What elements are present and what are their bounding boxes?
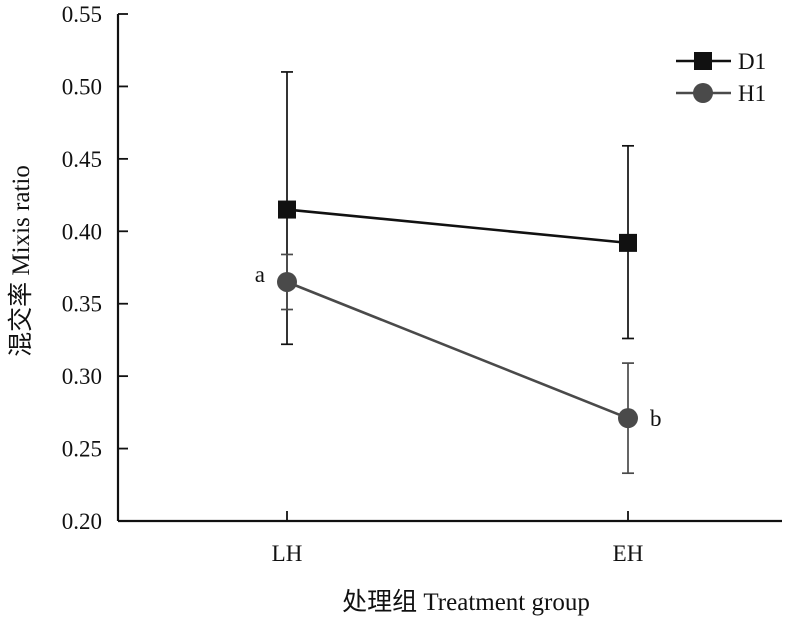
y-tick-label: 0.30	[62, 364, 102, 389]
y-tick-label: 0.50	[62, 74, 102, 99]
y-tick-label: 0.45	[62, 147, 102, 172]
x-axis-label: 处理组 Treatment group	[342, 588, 590, 616]
significance-label: a	[255, 262, 265, 287]
legend-marker-h1	[693, 83, 713, 103]
y-tick-label: 0.20	[62, 509, 102, 534]
y-tick-label: 0.40	[62, 219, 102, 244]
y-tick-label: 0.25	[62, 437, 102, 462]
legend-label-d1: D1	[738, 49, 766, 74]
series-line-d1	[286, 208, 629, 245]
legend-label-h1: H1	[738, 81, 766, 106]
series-layer	[277, 200, 638, 429]
y-tick-label: 0.55	[62, 2, 102, 27]
y-tick-label: 0.35	[62, 292, 102, 317]
axes-layer: 0.20 0.25 0.30 0.35 0.40 0.45 0.50 0.55 LH EH	[62, 2, 782, 566]
x-tick-label: EH	[613, 541, 644, 566]
data-point-h1	[277, 271, 297, 292]
annotation-layer: ab	[255, 262, 662, 431]
y-axis-label: 混交率 Mixis ratio	[7, 165, 35, 357]
data-point-d1	[278, 200, 296, 219]
error-bars-layer	[281, 71, 634, 475]
significance-label: b	[650, 406, 662, 431]
data-point-d1	[619, 233, 637, 252]
legend-marker-d1	[694, 52, 712, 70]
series-line-h1	[286, 280, 629, 420]
x-tick-label: LH	[272, 541, 303, 566]
data-point-h1	[618, 408, 638, 429]
